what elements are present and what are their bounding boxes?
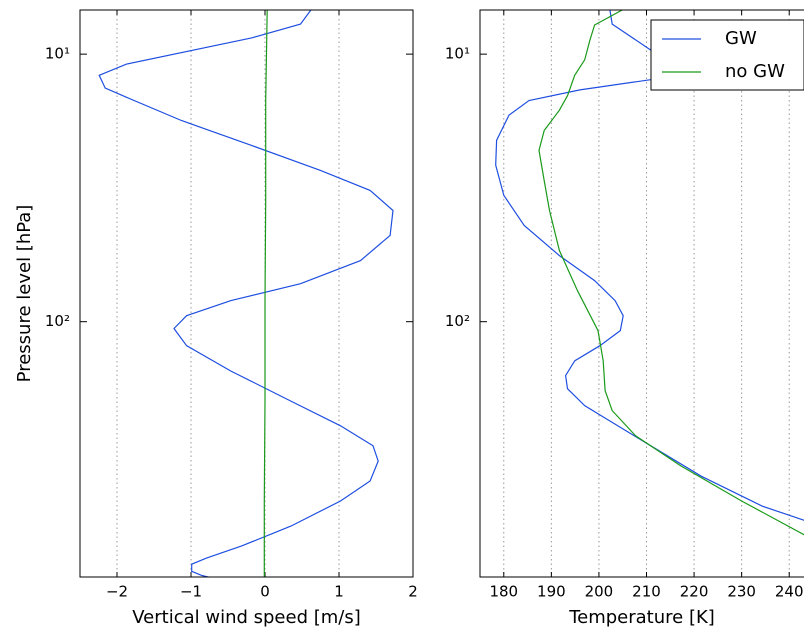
profile-line <box>495 10 804 521</box>
x-tick-label: 230 <box>727 583 756 601</box>
x-tick-label: −2 <box>106 583 128 601</box>
x-tick-label: 0 <box>260 583 270 601</box>
x-tick-label: 1 <box>334 583 344 601</box>
y-tick-label: 10² <box>45 312 70 330</box>
y-tick-label: 10² <box>445 312 470 330</box>
y-tick-label: 10¹ <box>445 45 470 63</box>
axes-frame <box>479 9 804 578</box>
axes-frame <box>79 9 414 578</box>
x-axis-label: Temperature [K] <box>568 607 715 628</box>
legend-label: GW <box>725 28 757 49</box>
profile-line <box>263 10 268 577</box>
profile-line <box>538 10 804 536</box>
plot-area <box>98 10 394 577</box>
x-axis-label: Vertical wind speed [m/s] <box>132 607 361 628</box>
x-tick-label: 190 <box>537 583 566 601</box>
x-tick-label: 240 <box>775 583 804 601</box>
y-tick-label: 10¹ <box>45 45 70 63</box>
x-tick-label: 2 <box>408 583 418 601</box>
x-tick-label: 200 <box>585 583 614 601</box>
x-tick-label: 220 <box>680 583 709 601</box>
plot-area <box>495 10 804 536</box>
legend-box <box>650 19 804 91</box>
x-tick-label: 180 <box>489 583 518 601</box>
x-tick-label: 210 <box>632 583 661 601</box>
y-axis-label: Pressure level [hPa] <box>14 205 35 383</box>
profile-line <box>98 10 394 577</box>
x-tick-label: −1 <box>180 583 202 601</box>
legend-label: no GW <box>725 61 785 82</box>
